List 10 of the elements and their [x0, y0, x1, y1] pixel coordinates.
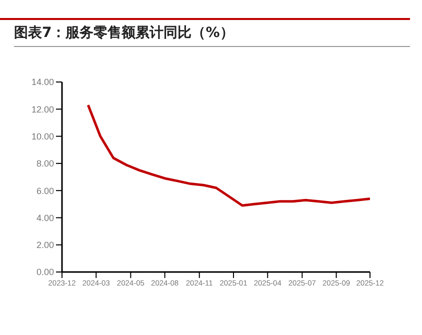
y-tick-label: 12.00 — [31, 104, 54, 114]
y-tick-label: 4.00 — [36, 212, 54, 223]
y-tick-label: 6.00 — [36, 186, 54, 196]
line-series — [86, 104, 370, 207]
chart-title: 图表7：服务零售额累计同比（%） — [14, 24, 410, 47]
y-tick-label: 10.00 — [31, 131, 54, 142]
y-tick-label: 2.00 — [36, 240, 54, 250]
y-tick-label: 8.00 — [36, 158, 54, 169]
y-tick-label: 0.00 — [36, 267, 54, 278]
y-tick-label: 14.00 — [31, 77, 54, 88]
